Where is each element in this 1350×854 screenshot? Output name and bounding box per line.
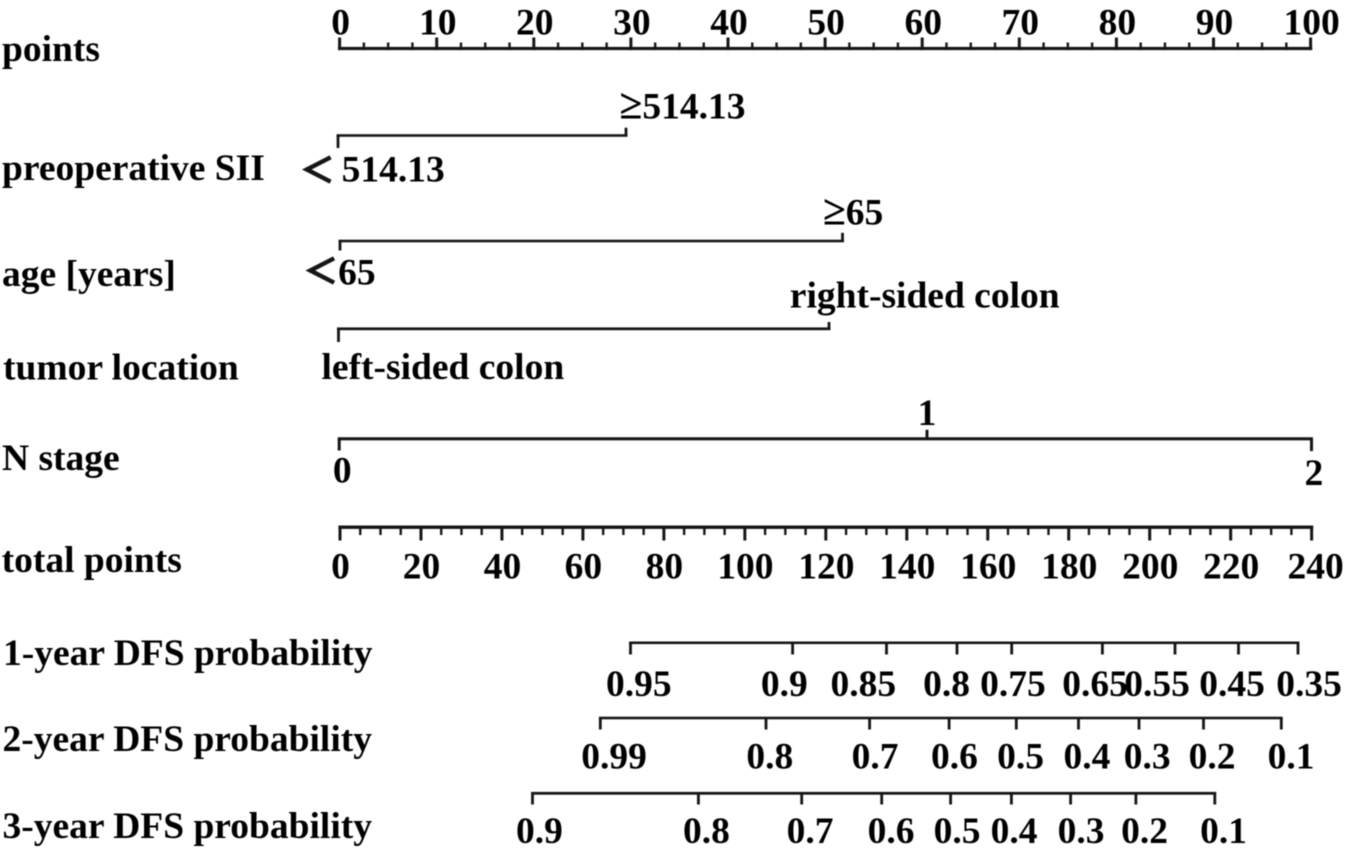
svg-text:0.35: 0.35	[1276, 664, 1342, 705]
svg-text:0.5: 0.5	[997, 737, 1044, 778]
svg-text:70: 70	[1002, 3, 1040, 44]
svg-text:≥514.13: ≥514.13	[619, 83, 745, 129]
svg-text:0.4: 0.4	[991, 811, 1038, 849]
svg-text:0.45: 0.45	[1199, 664, 1265, 705]
svg-text:30: 30	[613, 3, 651, 44]
svg-text:0.8: 0.8	[683, 811, 730, 849]
svg-text:0: 0	[333, 450, 352, 491]
svg-text:40: 40	[484, 547, 522, 588]
svg-text:160: 160	[960, 547, 1016, 588]
svg-text:0.3: 0.3	[1058, 811, 1105, 849]
svg-text:20: 20	[516, 3, 554, 44]
svg-text:0.7: 0.7	[852, 737, 899, 778]
svg-text:1-year DFS probability: 1-year DFS probability	[3, 633, 373, 674]
svg-text:N stage: N stage	[2, 438, 120, 479]
svg-text:0.9: 0.9	[761, 664, 808, 705]
svg-text:240: 240	[1288, 547, 1344, 588]
svg-text:age [years]: age [years]	[2, 254, 176, 295]
svg-text:2-year DFS probability: 2-year DFS probability	[3, 719, 373, 760]
svg-text:0.7: 0.7	[787, 811, 834, 849]
svg-text:180: 180	[1041, 547, 1097, 588]
svg-text:0.6: 0.6	[868, 811, 915, 849]
svg-text:0: 0	[331, 547, 350, 588]
svg-text:0.1: 0.1	[1268, 737, 1315, 778]
svg-text:80: 80	[646, 547, 684, 588]
svg-text:120: 120	[798, 547, 854, 588]
svg-text:0.3: 0.3	[1124, 737, 1171, 778]
svg-text:0.1: 0.1	[1200, 811, 1247, 849]
svg-text:0.65: 0.65	[1062, 664, 1128, 705]
svg-text:10: 10	[419, 3, 457, 44]
svg-text:tumor location: tumor location	[3, 348, 239, 389]
svg-text:3-year DFS probability: 3-year DFS probability	[3, 806, 373, 847]
svg-text:0: 0	[331, 3, 350, 44]
svg-text:60: 60	[565, 547, 603, 588]
svg-text:65: 65	[338, 253, 376, 294]
svg-text:514.13: 514.13	[342, 150, 445, 191]
svg-text:total points: total points	[2, 540, 182, 581]
svg-text:90: 90	[1196, 3, 1234, 44]
svg-text:0.9: 0.9	[516, 811, 563, 849]
svg-text:points: points	[2, 29, 100, 70]
svg-text:0.4: 0.4	[1063, 737, 1110, 778]
svg-text:100: 100	[717, 547, 773, 588]
svg-text:preoperative SII: preoperative SII	[2, 148, 265, 189]
svg-text:0.5: 0.5	[934, 811, 981, 849]
svg-text:0.8: 0.8	[746, 737, 793, 778]
svg-text:40: 40	[710, 3, 748, 44]
svg-text:200: 200	[1122, 547, 1178, 588]
svg-text:0.6: 0.6	[931, 737, 978, 778]
svg-text:0.95: 0.95	[606, 664, 672, 705]
svg-text:80: 80	[1099, 3, 1137, 44]
svg-text:60: 60	[904, 3, 942, 44]
svg-text:0.85: 0.85	[830, 664, 896, 705]
svg-text:100: 100	[1283, 3, 1339, 44]
svg-text:≥65: ≥65	[823, 189, 884, 235]
svg-text:0.2: 0.2	[1121, 811, 1168, 849]
svg-text:0.75: 0.75	[980, 664, 1046, 705]
svg-text:50: 50	[807, 3, 845, 44]
svg-text:right-sided colon: right-sided colon	[790, 276, 1060, 317]
svg-text:0.2: 0.2	[1189, 737, 1236, 778]
svg-text:140: 140	[879, 547, 935, 588]
svg-text:20: 20	[403, 547, 441, 588]
svg-text:2: 2	[1305, 453, 1324, 494]
svg-text:220: 220	[1203, 547, 1259, 588]
svg-text:1: 1	[918, 393, 937, 434]
svg-text:0.55: 0.55	[1124, 664, 1190, 705]
svg-text:0.99: 0.99	[581, 737, 647, 778]
svg-text:0.8: 0.8	[923, 664, 970, 705]
svg-text:left-sided colon: left-sided colon	[322, 347, 565, 388]
